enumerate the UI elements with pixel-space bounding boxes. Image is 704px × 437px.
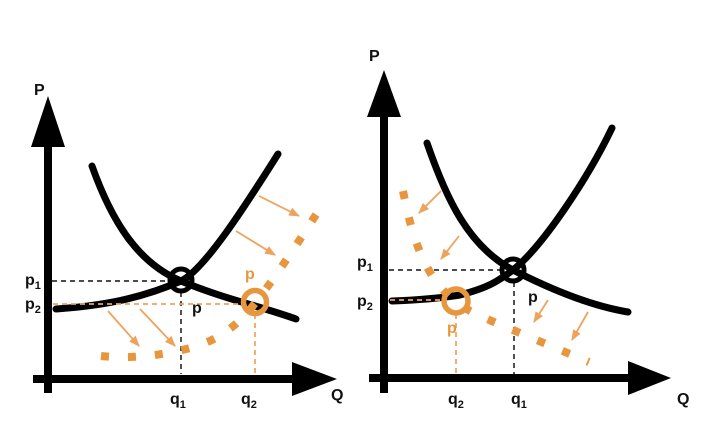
- old-equilibrium-label: p: [192, 300, 202, 317]
- shift-arrow: [533, 299, 549, 323]
- x-axis-label: Q: [331, 387, 343, 404]
- y-axis-line: [380, 112, 388, 393]
- shift-arrow: [571, 311, 589, 341]
- new-equilibrium-label: p: [447, 320, 457, 337]
- shift-arrow: [107, 310, 140, 347]
- shifted-supply-dotted-curve: [100, 196, 330, 362]
- x-axis-label: Q: [677, 391, 689, 408]
- x-axis-line: [33, 375, 294, 383]
- y-axis-label: P: [34, 82, 45, 99]
- panel-demand-shift: P Q p1 p2 q2 q1 p p: [357, 48, 689, 411]
- shifted-demand-dotted-curve: [399, 190, 591, 366]
- q1-label: q1: [170, 391, 186, 411]
- shift-arrow: [440, 235, 460, 260]
- x-axis-arrowhead-icon: [292, 362, 337, 396]
- shift-arrow: [258, 195, 300, 217]
- x-axis-line: [369, 374, 630, 382]
- shift-arrow: [235, 230, 276, 256]
- y-axis-label: P: [369, 48, 380, 65]
- y-axis-line: [44, 140, 52, 393]
- panel-supply-shift: P Q p1 p2 q1 q2 p p: [25, 82, 343, 411]
- old-equilibrium-ring: [167, 266, 195, 294]
- shift-arrow: [139, 308, 176, 347]
- new-equilibrium-label: p: [245, 266, 255, 283]
- p2-label: p2: [357, 293, 373, 313]
- x-axis-arrowhead-icon: [628, 361, 671, 395]
- shift-arrow: [418, 190, 442, 214]
- p2-label: p2: [25, 296, 41, 316]
- y-axis-arrowhead-icon: [31, 96, 65, 147]
- old-equilibrium-ring: [499, 256, 527, 284]
- q2-label: q2: [448, 391, 464, 411]
- supply-curve: [52, 150, 282, 313]
- new-equilibrium-ring: [441, 286, 471, 316]
- old-equilibrium-label: p: [528, 289, 538, 306]
- p1-label: p1: [25, 272, 41, 292]
- y-axis-arrowhead-icon: [367, 70, 401, 117]
- q1-label: q1: [511, 391, 527, 411]
- p1-label: p1: [357, 254, 373, 274]
- q2-label: q2: [241, 391, 257, 411]
- new-equilibrium-ring: [240, 287, 270, 317]
